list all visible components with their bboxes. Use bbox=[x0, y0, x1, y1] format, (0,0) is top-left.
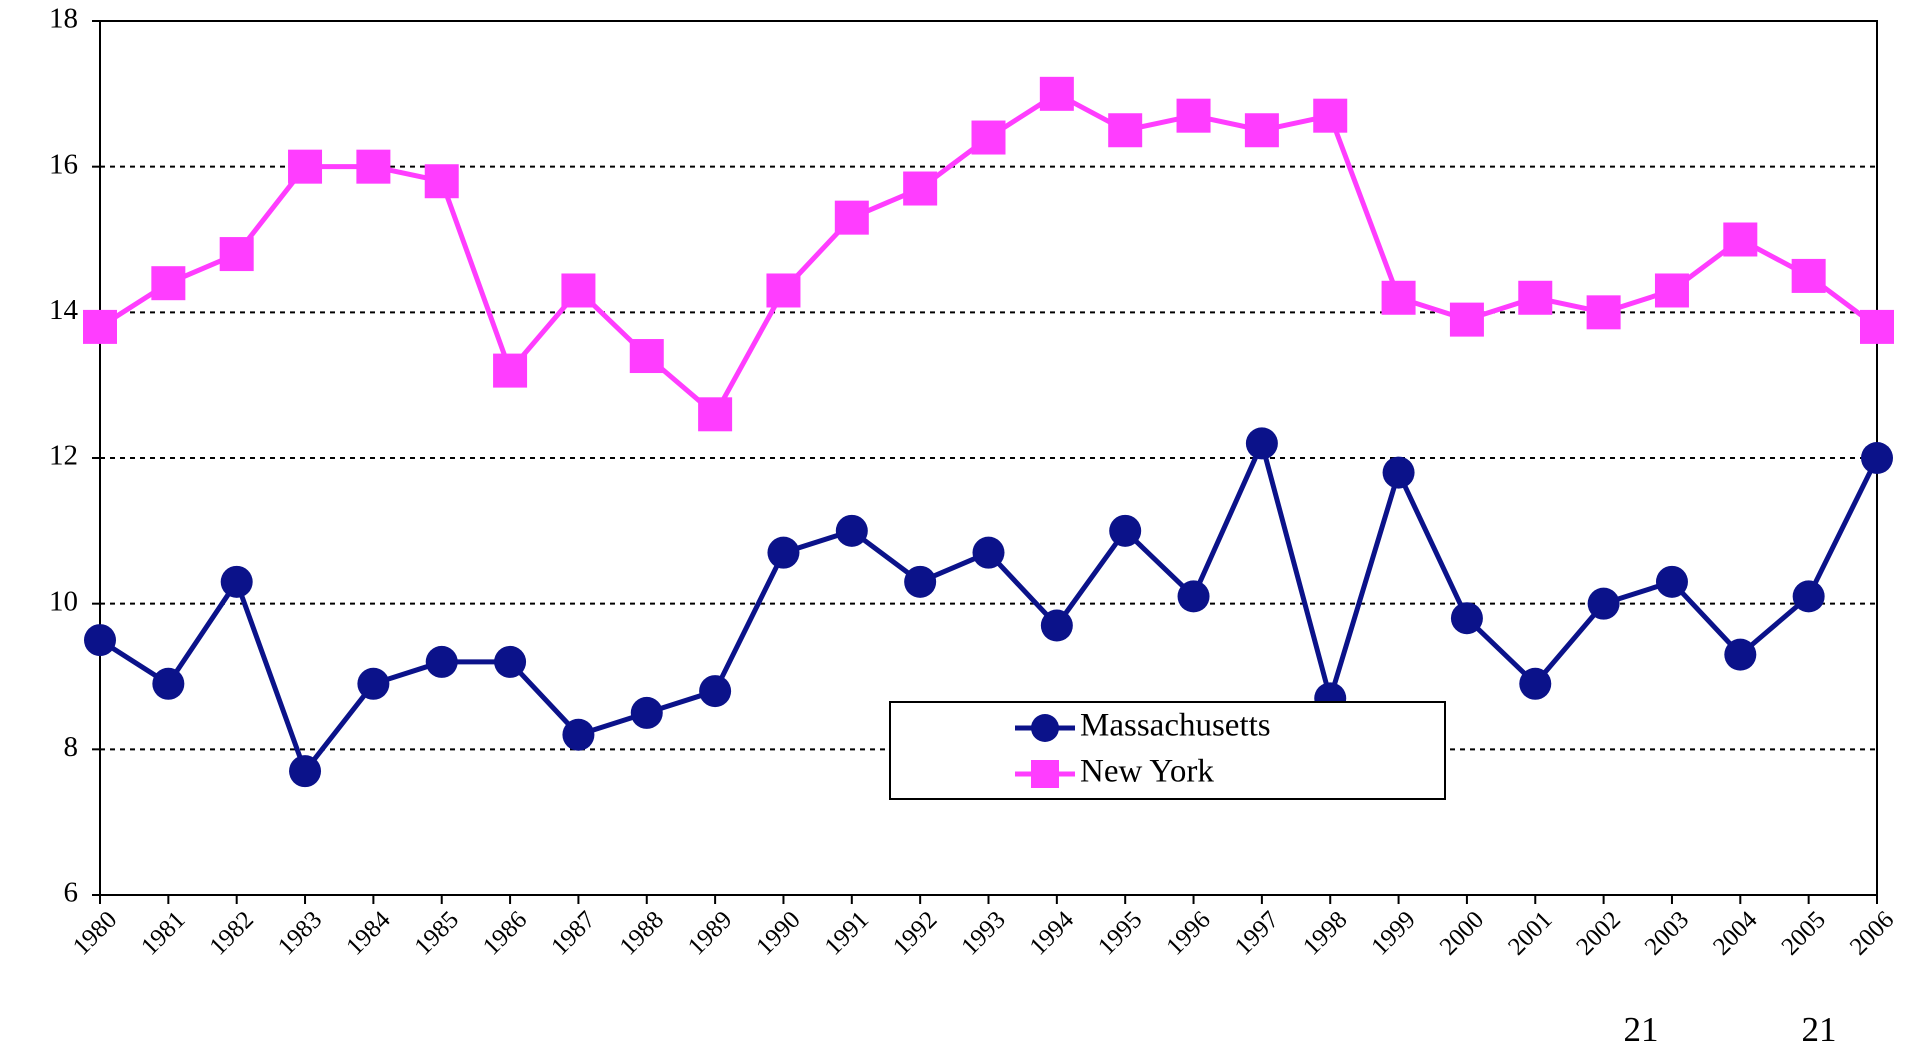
data-point bbox=[972, 536, 1005, 569]
data-point bbox=[1724, 638, 1757, 671]
data-point bbox=[357, 667, 390, 700]
data-point bbox=[971, 120, 1006, 155]
x-tick-label: 1985 bbox=[410, 906, 464, 960]
x-tick-label: 1984 bbox=[341, 906, 396, 961]
x-tick-label: 1991 bbox=[820, 906, 874, 960]
data-point bbox=[356, 149, 391, 184]
legend-marker bbox=[1031, 760, 1059, 788]
x-tick-label: 2004 bbox=[1708, 906, 1763, 961]
legend-marker bbox=[1031, 714, 1059, 742]
data-point bbox=[561, 273, 596, 308]
x-tick-label: 1990 bbox=[751, 906, 805, 960]
data-point bbox=[1654, 273, 1689, 308]
x-tick-label: 2003 bbox=[1640, 906, 1694, 960]
x-tick-label: 1999 bbox=[1366, 906, 1420, 960]
data-point bbox=[1313, 98, 1348, 133]
data-point bbox=[1586, 295, 1621, 330]
data-point bbox=[903, 171, 938, 206]
data-point bbox=[1381, 280, 1416, 315]
data-point bbox=[1655, 565, 1688, 598]
data-point bbox=[424, 164, 459, 199]
data-point bbox=[766, 273, 801, 308]
y-tick-label: 10 bbox=[49, 585, 78, 617]
x-tick-label: 1994 bbox=[1025, 906, 1080, 961]
data-point bbox=[698, 397, 733, 432]
x-tick-label: 2002 bbox=[1571, 906, 1625, 960]
data-point bbox=[494, 645, 527, 678]
x-tick-label: 1988 bbox=[615, 906, 669, 960]
data-point bbox=[1040, 609, 1073, 642]
data-point bbox=[84, 624, 116, 657]
x-tick-label: 2005 bbox=[1777, 906, 1831, 960]
data-point bbox=[1860, 309, 1894, 344]
y-tick-label: 12 bbox=[49, 440, 78, 472]
data-point bbox=[493, 353, 528, 388]
data-point bbox=[1861, 442, 1893, 474]
x-tick-label: 1987 bbox=[546, 906, 600, 960]
legend-label: New York bbox=[1080, 754, 1214, 790]
x-tick-label: 1997 bbox=[1230, 906, 1284, 960]
x-tick-label: 1986 bbox=[478, 906, 532, 960]
data-point bbox=[1791, 258, 1826, 293]
data-point bbox=[1450, 602, 1483, 635]
y-tick-label: 16 bbox=[49, 148, 78, 180]
annotation: 21 bbox=[1624, 1010, 1659, 1047]
data-point bbox=[835, 514, 868, 547]
x-tick-label: 2000 bbox=[1435, 906, 1489, 960]
x-tick-label: 1992 bbox=[888, 906, 942, 960]
x-tick-label: 1980 bbox=[68, 906, 122, 960]
data-point bbox=[289, 755, 322, 788]
data-point bbox=[425, 645, 458, 678]
data-point bbox=[1519, 667, 1552, 700]
x-tick-label: 1998 bbox=[1298, 906, 1352, 960]
data-point bbox=[151, 266, 186, 301]
data-point bbox=[629, 339, 664, 374]
data-point bbox=[1587, 587, 1620, 620]
data-point bbox=[219, 237, 254, 272]
data-point bbox=[1518, 280, 1553, 315]
data-point bbox=[1109, 514, 1142, 547]
x-tick-label: 1982 bbox=[205, 906, 259, 960]
data-point bbox=[699, 675, 732, 708]
data-point bbox=[288, 149, 323, 184]
data-point bbox=[83, 309, 117, 344]
x-tick-label: 2006 bbox=[1845, 906, 1899, 960]
x-tick-label: 1996 bbox=[1161, 906, 1215, 960]
data-point bbox=[1449, 302, 1484, 337]
legend-box bbox=[889, 701, 1446, 800]
data-point bbox=[767, 536, 800, 569]
x-tick-label: 1981 bbox=[136, 906, 190, 960]
data-point bbox=[1244, 113, 1279, 148]
y-tick-label: 14 bbox=[49, 294, 79, 326]
data-point bbox=[220, 565, 253, 598]
data-point bbox=[1382, 456, 1415, 489]
data-point bbox=[1108, 113, 1143, 148]
x-tick-label: 1993 bbox=[956, 906, 1010, 960]
annotation: 21 bbox=[1802, 1010, 1837, 1047]
data-point bbox=[1039, 76, 1074, 111]
legend-label: Massachusetts bbox=[1080, 708, 1271, 744]
y-tick-label: 8 bbox=[64, 731, 79, 763]
x-tick-label: 1983 bbox=[273, 906, 327, 960]
data-point bbox=[1176, 98, 1211, 133]
y-tick-label: 6 bbox=[64, 877, 79, 909]
y-tick-label: 18 bbox=[49, 3, 78, 35]
data-point bbox=[834, 200, 869, 235]
x-tick-label: 1995 bbox=[1093, 906, 1147, 960]
data-point bbox=[1177, 580, 1210, 613]
data-point bbox=[562, 718, 595, 751]
data-point bbox=[1723, 222, 1758, 257]
data-point bbox=[152, 667, 185, 700]
data-point bbox=[630, 696, 663, 729]
data-point bbox=[904, 565, 937, 598]
data-point bbox=[1245, 427, 1278, 460]
data-point bbox=[1792, 580, 1825, 613]
x-tick-label: 2001 bbox=[1503, 906, 1557, 960]
x-tick-label: 1989 bbox=[683, 906, 737, 960]
